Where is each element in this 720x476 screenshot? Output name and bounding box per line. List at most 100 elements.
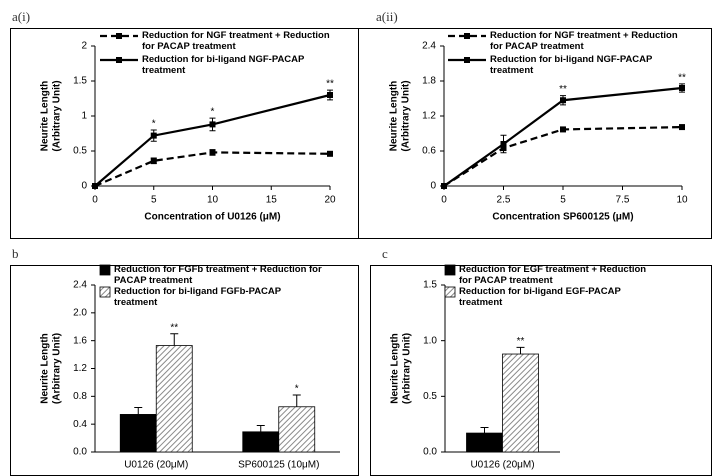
y-axis-title: Neurite Length: [40, 81, 51, 152]
y-tick-label: 2.0: [73, 307, 87, 318]
legend-label: Reduction for NGF treatment + Reduction …: [490, 30, 678, 52]
legend-marker: [464, 33, 470, 39]
y-tick-label: 1.8: [422, 76, 436, 87]
legend-label: Reduction for bi-ligand NGF-PACAP treatm…: [142, 54, 305, 76]
legend-label: Reduction for FGFb treatment + Reduction…: [114, 264, 322, 286]
y-tick-label: 0.5: [73, 146, 87, 157]
point-marker: [150, 157, 157, 164]
error-bar: [516, 346, 525, 355]
legend-label: Reduction for bi-ligand FGFb-PACAP treat…: [114, 286, 281, 308]
y-tick-label: 1: [81, 111, 87, 122]
point-marker: [679, 124, 685, 131]
y-axis-title: (Arbitrary Unit): [402, 333, 413, 404]
error-bar: [256, 425, 265, 432]
y-tick-label: 1.2: [422, 111, 436, 122]
legend-swatch: [99, 264, 111, 276]
point-marker: [560, 126, 566, 133]
point-marker: [150, 132, 157, 139]
point-marker: [679, 85, 685, 91]
legend-marker: [116, 57, 122, 63]
x-tick-label: 20: [324, 195, 336, 206]
panel-frame: [358, 28, 712, 239]
significance-label: **: [326, 79, 334, 90]
significance-label: *: [152, 119, 156, 130]
panel-label: a(i): [12, 9, 30, 24]
y-axis-title: (Arbitrary Unit): [52, 80, 63, 151]
legend-label-box: Reduction for bi-ligand FGFb-PACAP treat…: [114, 286, 281, 308]
y-tick-label: 1.5: [423, 280, 437, 291]
series-line: [94, 93, 331, 187]
error-bar: [170, 333, 179, 346]
panel-label: a(ii): [376, 9, 398, 24]
x-tick-label: 10: [207, 195, 219, 206]
legend-label: Reduction for EGF treatment + Reduction …: [459, 264, 647, 286]
legend-label: Reduction for bi-ligand NGF-PACAP treatm…: [490, 54, 653, 76]
x-axis-title: Concentration SP600125 (μM): [492, 212, 633, 223]
legend-label-box: Reduction for EGF treatment + Reduction …: [459, 264, 647, 286]
legend-label-box: Reduction for FGFb treatment + Reduction…: [114, 264, 322, 286]
y-tick-label: 0.5: [423, 391, 437, 402]
bar: [119, 414, 157, 453]
legend-marker: [464, 57, 470, 63]
y-axis-title: (Arbitrary Unit): [401, 80, 412, 151]
x-tick-label: 5: [560, 195, 566, 206]
bar: [278, 406, 316, 453]
x-tick-label: SP600125 (10μM): [238, 460, 319, 471]
bar: [466, 432, 503, 453]
legend-label-box: Reduction for bi-ligand EGF-PACAP treatm…: [459, 286, 621, 308]
error-bar: [292, 394, 301, 407]
legend-label-box: Reduction for bi-ligand NGF-PACAP treatm…: [490, 54, 653, 76]
panel-label: b: [12, 246, 19, 261]
x-tick-label: 15: [266, 195, 278, 206]
y-tick-label: 0.0: [73, 447, 87, 458]
series-line: [94, 151, 331, 188]
y-tick-label: 0.6: [422, 146, 436, 157]
legend-label-box: Reduction for NGF treatment + Reduction …: [490, 30, 678, 52]
legend-swatch: [99, 286, 111, 298]
point-marker: [560, 97, 566, 104]
legend-swatch: [444, 264, 456, 276]
y-tick-label: 0.4: [73, 419, 87, 430]
legend-label: Reduction for bi-ligand EGF-PACAP treatm…: [459, 286, 621, 308]
bar: [502, 353, 539, 453]
legend-label-box: Reduction for NGF treatment + Reduction …: [142, 30, 330, 52]
y-tick-label: 2: [81, 41, 87, 52]
y-axis-title: Neurite Length: [389, 81, 400, 152]
series-line: [443, 86, 683, 187]
x-tick-label: 5: [151, 195, 157, 206]
significance-label: **: [678, 73, 686, 84]
legend-label-box: Reduction for bi-ligand NGF-PACAP treatm…: [142, 54, 305, 76]
point-marker: [327, 150, 333, 157]
x-tick-label: 10: [676, 195, 688, 206]
y-tick-label: 1.6: [73, 335, 87, 346]
x-tick-label: 0: [441, 195, 447, 206]
point-marker: [441, 183, 447, 189]
x-tick-label: 0: [92, 195, 98, 206]
series-line: [443, 125, 683, 187]
significance-label: *: [295, 384, 299, 395]
legend-label: Reduction for NGF treatment + Reduction …: [142, 30, 330, 52]
legend-swatch: [444, 286, 456, 298]
y-axis-title: (Arbitrary Unit): [52, 333, 63, 404]
error-bar: [480, 427, 489, 434]
y-tick-label: 0.8: [73, 391, 87, 402]
significance-label: **: [170, 322, 178, 333]
point-marker: [209, 121, 216, 128]
x-tick-label: U0126 (20μM): [124, 460, 188, 471]
point-marker: [92, 183, 98, 189]
bar: [155, 345, 193, 453]
point-marker: [209, 149, 216, 156]
y-tick-label: 0: [430, 181, 436, 192]
y-axis-title: Neurite Length: [390, 333, 401, 404]
x-tick-label: U0126 (20μM): [470, 460, 534, 471]
error-bar: [134, 406, 143, 415]
x-tick-label: 2.5: [497, 195, 511, 206]
y-axis-title: Neurite Length: [40, 333, 51, 404]
y-tick-label: 0.0: [423, 447, 437, 458]
point-marker: [500, 141, 507, 147]
panel-label: c: [382, 246, 388, 261]
y-tick-label: 2.4: [73, 280, 87, 291]
significance-label: *: [211, 107, 215, 118]
y-tick-label: 1.5: [73, 76, 87, 87]
